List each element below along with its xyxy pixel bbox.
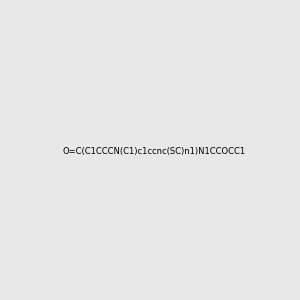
Text: O=C(C1CCCN(C1)c1ccnc(SC)n1)N1CCOCC1: O=C(C1CCCN(C1)c1ccnc(SC)n1)N1CCOCC1 <box>62 147 245 156</box>
